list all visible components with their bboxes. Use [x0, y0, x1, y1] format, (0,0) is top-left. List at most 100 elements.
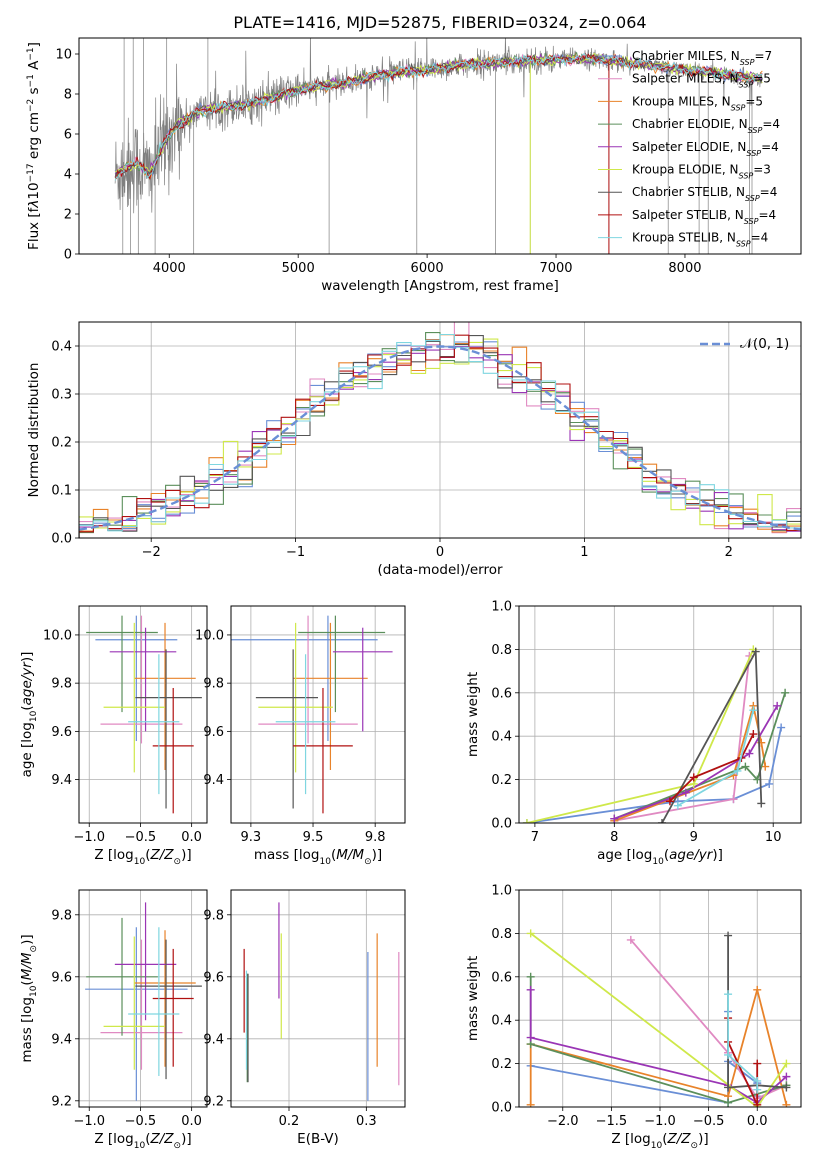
weight-series-line: [613, 692, 786, 820]
x-tick-label: 9.3: [241, 830, 262, 845]
x-tick-label: 4000: [153, 261, 186, 276]
weight-marker: [745, 749, 754, 758]
y-tick-label: 0.2: [491, 773, 512, 788]
y-tick-label: 1.0: [491, 600, 512, 615]
y-tick-label: 9.8: [51, 677, 72, 692]
x-tick-label: 0: [436, 545, 444, 560]
y-tick-label: 9.8: [203, 908, 224, 923]
weight-marker: [724, 990, 733, 999]
x-tick-label: 8000: [668, 261, 701, 276]
x-tick-label: 10: [765, 830, 782, 845]
weight-marker: [781, 688, 790, 697]
x-tick-label: 8: [610, 830, 618, 845]
weight-marker: [782, 1100, 791, 1107]
panel-frame: [518, 605, 802, 824]
x-tick-label: 9.8: [365, 830, 386, 845]
weight-series-line: [613, 705, 778, 820]
errorbar-point: [128, 927, 180, 1076]
x-tick-label: −0.5: [693, 1114, 725, 1129]
y-tick-label: 0.1: [51, 484, 72, 499]
panel-frame: [518, 889, 802, 1108]
x-axis-label: Z [log10(Z/Z⊙)]: [94, 1131, 191, 1151]
weight-marker: [610, 814, 619, 823]
errorbar-point: [100, 939, 183, 1070]
y-axis-label: Normed distribution: [26, 363, 42, 498]
weight-marker: [724, 1050, 733, 1059]
errorbar-point: [128, 654, 180, 795]
model-fit-line: [114, 52, 763, 181]
x-axis-label: Z [log10(Z/Z⊙)]: [94, 847, 191, 867]
x-tick-label: 0.0: [181, 1114, 202, 1129]
weight-marker: [522, 819, 531, 823]
weight-marker: [724, 931, 733, 940]
panel-frame: [78, 321, 802, 539]
x-tick-label: 0.0: [747, 1114, 768, 1129]
weight-marker: [724, 1098, 733, 1107]
panel-spectrum: 4000 5000 6000 7000 8000 0 2 4 6 8 10 wavelength [A…: [26, 37, 802, 294]
weight-marker: [749, 730, 758, 739]
weight-marker: [729, 795, 738, 804]
y-tick-label: 9.6: [203, 725, 224, 740]
x-axis-label: mass [log10(M/M⊙)]: [254, 847, 382, 867]
y-axis-label: mass weight: [465, 672, 481, 757]
panel-age_weight: 7 8 9 10 0.0 0.2 0.4 0.6 0.8 1.0 age [log10(age/yr…: [465, 600, 802, 867]
panel-frame: [78, 605, 208, 824]
weight-marker: [773, 701, 782, 710]
errorbar-point: [86, 917, 158, 1036]
weight-marker: [761, 762, 770, 771]
grid-Z_age: [79, 606, 207, 823]
errorbar-point: [103, 622, 166, 773]
panel-Z_age: −1.0 −0.5 0.0 9.4 9.6 9.8 10.0 Z [log10(Z/Z⊙)] a…: [19, 605, 208, 867]
plot-area-ebv_mass: [243, 902, 400, 1101]
weight-marker: [753, 985, 762, 994]
errorbar-point: [332, 627, 393, 732]
x-tick-label: −1.5: [596, 1114, 628, 1129]
weight-marker: [753, 1076, 762, 1085]
weight-marker: [526, 972, 535, 981]
weight-series-line: [727, 994, 759, 1090]
y-axis-label: mass [log10(M/M⊙)]: [19, 934, 39, 1062]
y-tick-label: 0.0: [51, 532, 72, 547]
errorbar-point: [134, 622, 196, 770]
weight-marker: [753, 1085, 762, 1094]
y-tick-label: 10: [55, 48, 72, 63]
weight-series-line: [669, 733, 755, 802]
panel-frame: [230, 605, 406, 824]
panel-frame: [230, 889, 406, 1108]
y-tick-label: 0.8: [491, 643, 512, 658]
y-axis-label: Flux [fλ10−17 erg cm−2 s−1 A−1]: [26, 42, 42, 250]
legend-label: Salpeter MILES, NSSP=5: [632, 72, 771, 90]
x-axis-label: Z [log10(Z/Z⊙)]: [611, 1131, 708, 1151]
weight-marker: [689, 773, 698, 782]
legend-label: Chabrier STELIB, NSSP=4: [632, 185, 777, 203]
weight-marker: [765, 779, 774, 788]
y-tick-label: 0.8: [491, 927, 512, 942]
weight-series-line: [530, 1011, 759, 1104]
x-axis-label: age [log10(age/yr)]: [597, 847, 723, 867]
weight-marker: [753, 1059, 762, 1068]
model-fit-line: [114, 53, 763, 175]
x-tick-label: −2.0: [547, 1114, 579, 1129]
weight-series-line: [614, 655, 751, 822]
y-tick-label: 0.4: [491, 1014, 512, 1029]
x-tick-label: 9: [690, 830, 698, 845]
weight-marker: [526, 1033, 535, 1042]
y-tick-label: 9.6: [51, 725, 72, 740]
panel-residuals: −2 −1 0 1 2 0.0 0.1 0.2 0.3 0.4 (data-model)/error…: [26, 321, 802, 578]
y-tick-label: 8: [64, 88, 72, 103]
plot-area-Z_mass: [85, 902, 202, 1101]
plot-area-Z_weight: [526, 929, 791, 1107]
panel-Z_mass: −1.0 −0.5 0.0 9.2 9.4 9.6 9.8 Z [log10(Z/Z⊙)] ma…: [19, 889, 208, 1151]
residual-histogram: [79, 338, 801, 538]
y-tick-label: 0.2: [51, 436, 72, 451]
weight-marker: [526, 1100, 535, 1107]
errorbar-point: [114, 902, 177, 1021]
y-tick-label: 0.3: [51, 388, 72, 403]
legend-label: Kroupa MILES, NSSP=5: [632, 94, 763, 112]
y-tick-label: 1.0: [491, 884, 512, 899]
weight-marker: [526, 929, 535, 938]
weight-marker: [777, 723, 786, 732]
x-tick-label: 2: [725, 545, 733, 560]
x-tick-label: 5000: [282, 261, 315, 276]
plot-area-age_weight: [522, 645, 790, 823]
